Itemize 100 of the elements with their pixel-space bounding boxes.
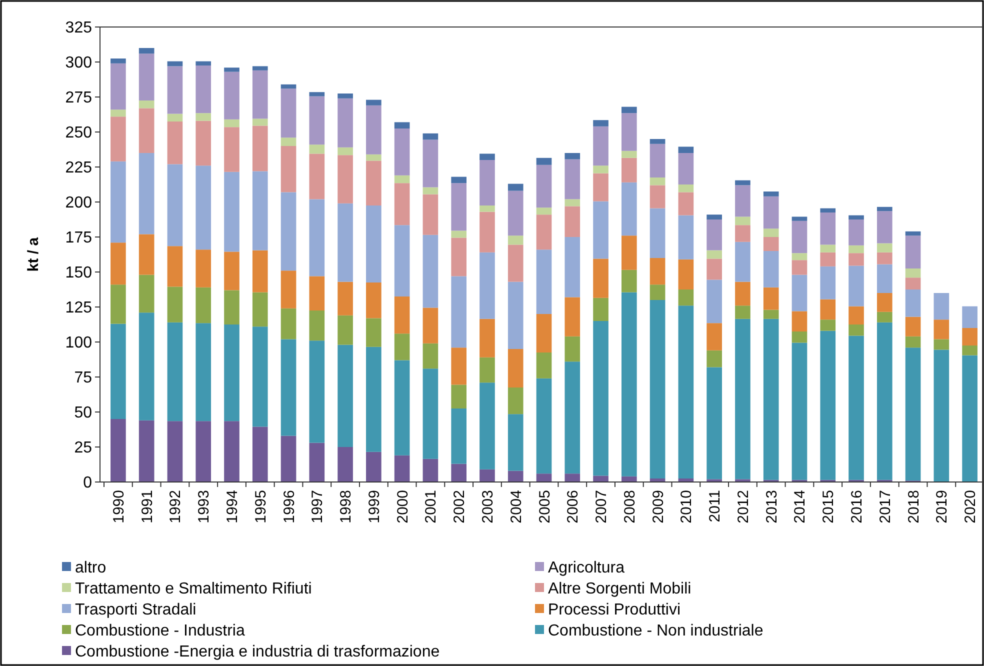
bar (366, 100, 382, 106)
bar (280, 436, 296, 482)
bar (536, 378, 552, 474)
bar (338, 155, 353, 204)
bar (110, 58, 126, 64)
x-tick-label: 2002 (451, 490, 468, 524)
y-tick-label: 100 (65, 334, 92, 352)
bar (820, 299, 836, 320)
x-tick-label: 1995 (252, 490, 270, 524)
bar (905, 236, 921, 268)
bar (224, 324, 240, 422)
bar (962, 306, 978, 328)
bar (763, 287, 779, 310)
bar (252, 118, 268, 126)
x-tick-label: 2003 (479, 490, 496, 524)
bar (508, 349, 524, 388)
bar (422, 194, 438, 235)
bar (905, 316, 921, 336)
legend-label: Processi Produttivi (548, 602, 680, 619)
bar (792, 260, 808, 275)
bar (621, 292, 637, 476)
bar (735, 180, 750, 186)
bar (196, 250, 212, 288)
bar (252, 326, 268, 427)
bar (252, 292, 268, 327)
bar (196, 66, 212, 114)
bar (167, 122, 183, 164)
bar (593, 321, 608, 476)
bar (110, 284, 126, 324)
bar (792, 253, 808, 260)
bar (621, 113, 637, 151)
bar (138, 100, 154, 108)
bar (110, 324, 126, 419)
bar (564, 362, 580, 474)
bar (366, 154, 382, 161)
bar (138, 108, 154, 153)
x-tick-label: 2012 (734, 490, 752, 524)
bar (110, 63, 126, 110)
bar (110, 419, 126, 482)
bar (451, 408, 467, 464)
bar (706, 258, 722, 280)
bar (480, 357, 495, 383)
bar (508, 470, 524, 482)
bar (848, 253, 864, 266)
bar (422, 140, 438, 188)
bar (593, 120, 608, 126)
bar (564, 297, 580, 336)
legend-label: Agricoltura (548, 560, 625, 577)
bar (536, 250, 552, 314)
bar (763, 310, 779, 319)
bar (820, 266, 836, 300)
bar (252, 250, 268, 292)
bar (792, 332, 808, 343)
y-axis-title: kt / a (25, 236, 42, 272)
bar (934, 350, 950, 482)
bar (848, 306, 864, 324)
bar (451, 238, 467, 276)
bar (252, 70, 268, 119)
bar (138, 54, 154, 100)
bar (820, 212, 836, 245)
bar (366, 452, 382, 482)
bar (763, 237, 779, 251)
bar (366, 346, 382, 452)
bar (252, 66, 268, 70)
x-tick-label: 2011 (706, 490, 724, 522)
bar (735, 282, 750, 306)
x-tick-label: 1996 (280, 490, 298, 524)
bar (536, 352, 552, 378)
bar (820, 252, 836, 266)
bar (876, 312, 892, 322)
bar (820, 320, 836, 331)
x-tick-label: 2007 (593, 490, 610, 524)
bar (480, 206, 495, 212)
bar (763, 196, 779, 229)
bar (650, 178, 666, 186)
bar (650, 208, 666, 258)
bar (167, 421, 183, 482)
y-tick-label: 225 (65, 160, 92, 177)
bar (735, 216, 750, 226)
y-tick-label: 50 (74, 404, 92, 422)
bar (451, 176, 467, 184)
bar (934, 293, 950, 320)
y-tick-label: 275 (65, 90, 92, 107)
bar (394, 360, 410, 456)
bar (706, 220, 722, 250)
bar (650, 185, 666, 208)
bar (196, 287, 212, 324)
bar (224, 252, 240, 290)
legend-label: Combustione - Industria (75, 622, 245, 640)
bar (394, 296, 410, 334)
bar (422, 187, 438, 194)
bar (508, 236, 524, 245)
bar (508, 184, 524, 191)
bar (280, 308, 296, 340)
bar (536, 214, 552, 250)
bar (508, 244, 524, 282)
bar (196, 323, 212, 422)
bar (480, 318, 495, 358)
bar (451, 183, 467, 231)
bar (536, 474, 552, 482)
